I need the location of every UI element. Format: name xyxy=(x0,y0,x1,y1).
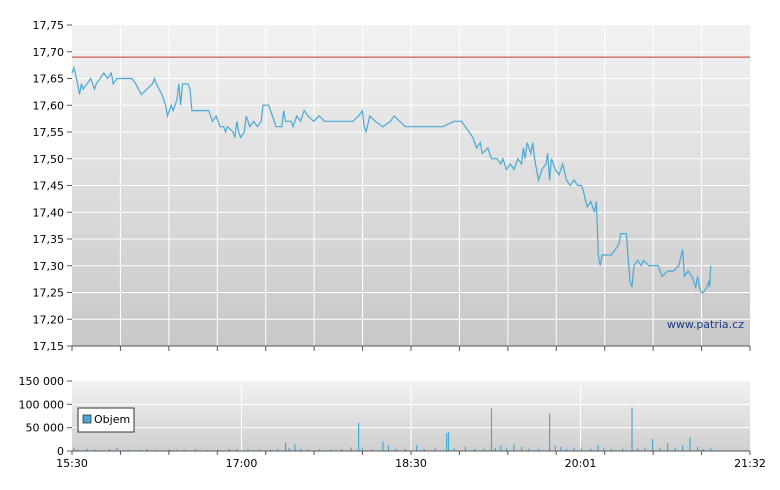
volume-x-tick-label: 15:30 xyxy=(56,457,88,470)
volume-x-tick-label: 21:32 xyxy=(734,457,766,470)
price-gridlines xyxy=(72,25,750,346)
legend-box xyxy=(77,407,135,433)
volume-x-axis: 15:30 17:00 18:30 20:01 21:32 xyxy=(56,451,766,470)
volume-y-tick-label: 50 000 xyxy=(26,422,65,435)
price-panel: 17,75 17,70 17,65 17,60 17,55 17,50 17,45 17,40… xyxy=(33,19,751,353)
volume-x-tick-label: 17:00 xyxy=(226,457,258,470)
legend-label: Objem xyxy=(94,413,130,426)
volume-y-tick-label: 150 000 xyxy=(19,375,65,388)
volume-y-tick-label: 0 xyxy=(57,445,64,458)
volume-x-tick-label: 18:30 xyxy=(395,457,427,470)
price-y-tick-label: 17,20 xyxy=(33,313,65,326)
volume-gridlines xyxy=(72,381,750,451)
price-y-tick-label: 17,30 xyxy=(33,260,65,273)
price-y-tick-label: 17,55 xyxy=(33,126,65,139)
price-y-tick-label: 17,75 xyxy=(33,19,65,32)
price-y-tick-label: 17,50 xyxy=(33,153,65,166)
watermark-text: www.patria.cz xyxy=(667,318,744,331)
volume-y-tick-label: 100 000 xyxy=(19,398,65,411)
legend-swatch xyxy=(82,414,92,424)
price-series-line xyxy=(71,65,712,294)
price-y-tick-label: 17,15 xyxy=(33,340,65,353)
price-y-tick-label: 17,45 xyxy=(33,180,65,193)
price-y-tick-label: 17,70 xyxy=(33,46,65,59)
price-y-tick-label: 17,25 xyxy=(33,287,65,300)
volume-x-tick-label: 20:01 xyxy=(565,457,597,470)
price-y-tick-label: 17,40 xyxy=(33,206,65,219)
price-y-axis: 17,75 17,70 17,65 17,60 17,55 17,50 17,45 17,40… xyxy=(33,19,72,353)
price-y-tick-label: 17,65 xyxy=(33,73,65,86)
legend: Objem xyxy=(77,407,135,433)
volume-panel: 150 000 100 000 50 000 0 15:30 17:00 18:30 20:… xyxy=(19,375,766,470)
price-y-tick-label: 17,35 xyxy=(33,233,65,246)
price-y-tick-label: 17,60 xyxy=(33,99,65,112)
volume-y-axis: 150 000 100 000 50 000 0 xyxy=(19,375,72,458)
price-x-ticks xyxy=(71,346,751,351)
